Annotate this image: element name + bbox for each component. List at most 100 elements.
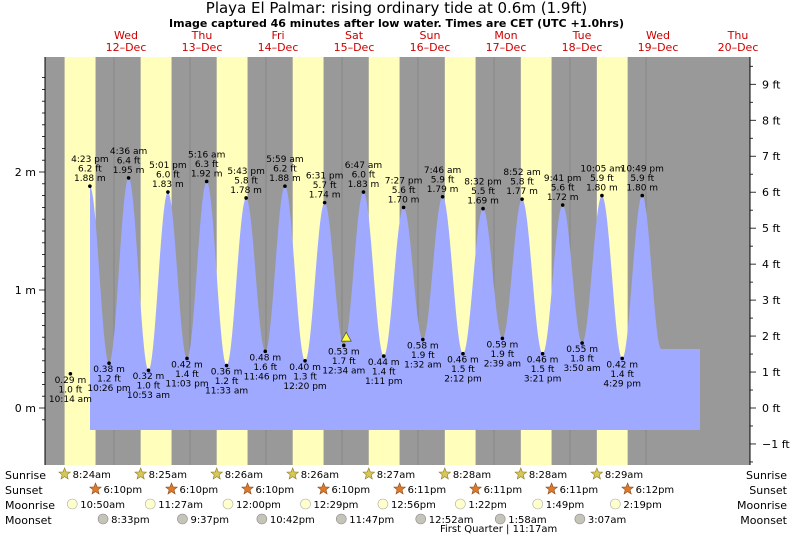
- high-tide-point: [440, 194, 445, 199]
- sunrise-icon: [438, 467, 452, 480]
- low-tide-label: 0.53 m: [328, 347, 360, 357]
- low-tide-label: 11:33 am: [205, 387, 248, 397]
- low-tide-label: 1.0 ft: [137, 382, 161, 392]
- high-tide-point: [481, 206, 485, 211]
- tide-curve: [90, 178, 700, 430]
- current-tide-marker: [340, 331, 352, 342]
- low-tide-label: 10:14 am: [49, 395, 92, 405]
- day-name-label: Wed: [114, 29, 138, 42]
- low-tide-label: 0.46 m: [447, 356, 479, 366]
- moonrise-time: 12:29pm: [314, 500, 359, 511]
- low-tide-label: 1.8 ft: [570, 355, 594, 365]
- high-tide-point: [126, 176, 131, 180]
- high-tide-label: 5.6 ft: [392, 186, 416, 196]
- high-tide-label: 4:36 am: [110, 147, 147, 157]
- sunrise-icon: [514, 467, 528, 480]
- high-tide-label: 9:41 pm: [544, 174, 582, 184]
- low-tide-label: 0.38 m: [93, 365, 125, 375]
- high-tide-label: 1.95 m: [113, 166, 145, 176]
- low-tide-label: 1.5 ft: [451, 365, 475, 375]
- high-tide-point: [166, 190, 170, 194]
- sunset-time: 6:10pm: [104, 485, 143, 496]
- high-tide-label: 1.83 m: [152, 180, 184, 190]
- high-tide-label: 1.74 m: [309, 191, 341, 201]
- sunrise-icon: [58, 467, 72, 480]
- low-tide-label: 0.29 m: [55, 376, 87, 386]
- high-tide-label: 6:31 pm: [306, 172, 344, 182]
- high-tide-point: [88, 184, 92, 188]
- sunset-time: 6:11pm: [560, 485, 599, 496]
- moonset-time: 12:52am: [429, 515, 474, 526]
- high-tide-label: 5.6 ft: [551, 184, 575, 194]
- day-name-label: Sat: [345, 29, 364, 42]
- high-tide-label: 1.69 m: [467, 197, 499, 207]
- sunset-icon: [89, 482, 102, 495]
- low-tide-point: [185, 356, 189, 361]
- low-tide-label: 0.59 m: [487, 340, 519, 350]
- moonset-icon: [256, 513, 268, 525]
- moonrise-time: 11:27am: [158, 500, 203, 511]
- high-tide-label: 1.83 m: [348, 180, 380, 190]
- moonset-time: 11:47pm: [349, 515, 394, 526]
- right-axis-tick-label: −1 ft: [762, 438, 790, 451]
- high-tide-point: [361, 190, 366, 194]
- low-tide-point: [580, 341, 584, 345]
- day-date-label: 19–Dec: [638, 41, 679, 54]
- sunset-icon: [545, 482, 559, 495]
- right-axis-tick-label: 9 ft: [762, 78, 781, 91]
- low-tide-point: [620, 356, 624, 361]
- high-tide-point: [244, 196, 248, 200]
- high-tide-point: [560, 203, 565, 207]
- sunset-time: 6:11pm: [408, 485, 447, 496]
- sunset-icon: [165, 482, 178, 495]
- moonrise-icon: [222, 498, 234, 510]
- low-tide-label: 1.5 ft: [531, 365, 555, 375]
- low-tide-label: 1.2 ft: [215, 377, 239, 387]
- high-tide-label: 6:47 am: [345, 161, 382, 171]
- sunrise-time: 8:24am: [73, 470, 111, 481]
- low-tide-point: [461, 351, 465, 356]
- day-date-label: 18–Dec: [562, 41, 603, 54]
- low-tide-label: 1:32 am: [404, 361, 441, 371]
- right-axis-tick-label: 0 ft: [762, 402, 781, 415]
- sunset-time: 6:10pm: [332, 485, 371, 496]
- high-tide-label: 5:43 pm: [227, 167, 265, 177]
- sunrise-time: 8:26am: [301, 470, 339, 481]
- high-tide-point: [204, 179, 209, 184]
- high-tide-point: [600, 193, 604, 198]
- low-tide-label: 0.44 m: [368, 358, 400, 368]
- moonset-time: 1:58am: [508, 515, 546, 526]
- low-tide-label: 1.0 ft: [59, 385, 83, 395]
- sunset-time: 6:10pm: [180, 485, 219, 496]
- day-name-label: Thu: [727, 29, 749, 42]
- moonset-time: 3:07am: [588, 515, 626, 526]
- moonset-icon: [336, 513, 347, 525]
- high-tide-label: 5.8 ft: [234, 176, 258, 186]
- low-tide-label: 1.9 ft: [411, 351, 435, 361]
- day-name-label: Sun: [420, 29, 441, 42]
- high-tide-label: 6.0 ft: [156, 171, 180, 181]
- moonrise-time: 1:49pm: [546, 500, 585, 511]
- low-tide-label: 1:11 pm: [365, 377, 403, 387]
- sunrise-icon: [134, 467, 148, 480]
- sunset-time: 6:12pm: [636, 485, 675, 496]
- sunrise-time: 8:28am: [453, 470, 491, 481]
- low-tide-label: 0.36 m: [211, 368, 243, 378]
- sunrise-time: 8:26am: [225, 470, 263, 481]
- low-tide-point: [146, 368, 151, 373]
- moonset-time: 9:37pm: [190, 515, 229, 526]
- moonrise-time: 12:00pm: [236, 500, 281, 511]
- high-tide-label: 7:27 pm: [385, 176, 423, 186]
- low-tide-label: 1.6 ft: [253, 363, 277, 373]
- high-tide-point: [640, 193, 645, 198]
- high-tide-label: 7:46 am: [424, 166, 461, 176]
- sunset-icon: [469, 482, 483, 495]
- day-date-label: 20–Dec: [718, 41, 759, 54]
- low-tide-label: 12:34 am: [322, 366, 365, 376]
- low-tide-label: 12:20 pm: [283, 382, 326, 392]
- high-tide-label: 4:23 pm: [71, 155, 109, 165]
- low-tide-point: [303, 359, 307, 363]
- moonset-row-label-right: Moonset: [740, 514, 787, 527]
- sunrise-time: 8:28am: [529, 470, 567, 481]
- low-tide-label: 4:29 pm: [603, 379, 641, 389]
